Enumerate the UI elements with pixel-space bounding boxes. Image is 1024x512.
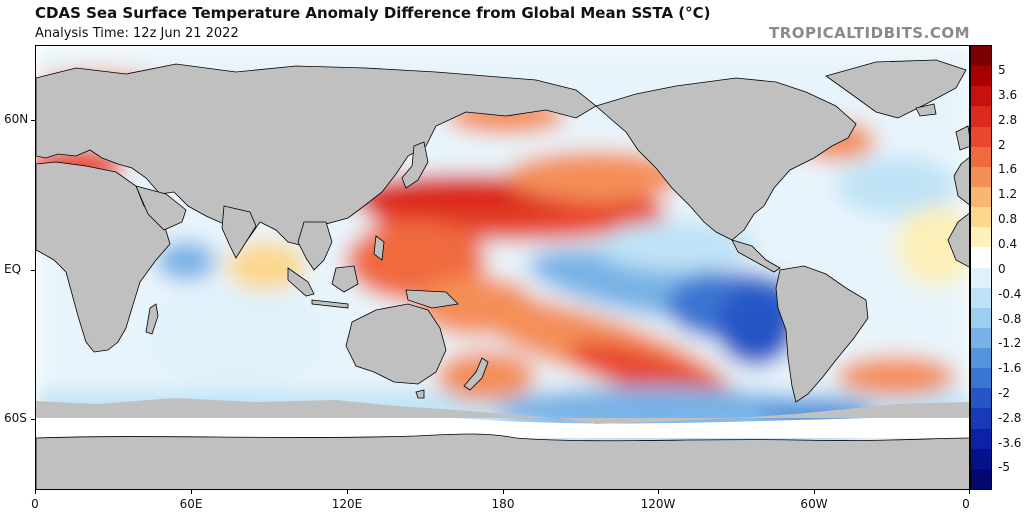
lon-tick — [969, 490, 970, 494]
africa — [36, 161, 171, 353]
lon-tick — [503, 490, 504, 494]
colorbar-label: -0.8 — [998, 312, 1022, 326]
colorbar-label: 2 — [998, 138, 1006, 152]
colorbar-label: -2 — [998, 386, 1010, 400]
lon-label-60e: 60E — [179, 497, 203, 511]
colorbar-segment — [971, 428, 991, 450]
colorbar-label: 1.2 — [998, 187, 1018, 201]
colorbar-segment — [971, 207, 991, 228]
colorbar-label: -2.8 — [998, 411, 1022, 425]
lon-tick — [814, 490, 815, 494]
colorbar-segment — [971, 106, 991, 128]
central-america — [731, 239, 781, 273]
arabia — [135, 185, 187, 231]
colorbar-segment — [971, 307, 991, 329]
lat-label-60n: 60N — [4, 112, 29, 126]
colorbar-segment — [971, 287, 991, 309]
colorbar-segment — [971, 86, 991, 107]
new-guinea — [405, 289, 459, 309]
watermark: TROPICALTIDBITS.COM — [769, 24, 970, 42]
java — [311, 299, 349, 309]
colorbar-segment — [971, 468, 991, 490]
india — [221, 205, 257, 259]
colorbar-label: -1.6 — [998, 361, 1022, 375]
colorbar-label: 5 — [998, 63, 1006, 77]
antarctica — [36, 433, 969, 489]
colorbar-label: -5 — [998, 460, 1010, 474]
colorbar-segment — [971, 247, 991, 268]
colorbar-label: -0.4 — [998, 287, 1022, 301]
africa-east-edge — [947, 213, 969, 268]
lon-tick — [347, 490, 348, 494]
iceland — [915, 103, 937, 117]
map-title: CDAS Sea Surface Temperature Anomaly Dif… — [35, 4, 711, 22]
north-america — [595, 77, 857, 241]
colorbar-segment — [971, 166, 991, 188]
colorbar-label: 0 — [998, 262, 1006, 276]
colorbar-segment — [971, 186, 991, 208]
lon-label-60w: 60W — [800, 497, 828, 511]
colorbar-label: 0.8 — [998, 212, 1018, 226]
colorbar-label: -1.2 — [998, 336, 1022, 350]
colorbar-label: 2.8 — [998, 113, 1018, 127]
borneo — [331, 265, 359, 293]
antarctic-ice-edge — [36, 398, 969, 424]
colorbar-segment — [971, 227, 991, 248]
colorbar-segment — [971, 448, 991, 470]
lat-tick-60s — [31, 419, 35, 420]
lon-tick — [658, 490, 659, 494]
colorbar-segment — [971, 348, 991, 369]
colorbar-segment — [971, 146, 991, 168]
colorbar-segment — [971, 46, 991, 67]
eurasia — [36, 63, 597, 253]
lon-label-180: 180 — [491, 497, 515, 511]
philippines — [373, 235, 385, 261]
lat-label-eq: EQ — [4, 262, 22, 276]
lon-label-120w: 120W — [640, 497, 676, 511]
colorbar-label: 0.4 — [998, 237, 1018, 251]
indochina — [297, 221, 333, 271]
australia — [345, 303, 447, 385]
lon-tick — [35, 490, 36, 494]
lat-tick-eq — [31, 270, 35, 271]
lat-label-60s: 60S — [4, 411, 27, 425]
sst-anomaly-map — [35, 45, 970, 490]
lon-label-0-left: 0 — [31, 497, 39, 511]
colorbar-label: -3.6 — [998, 436, 1022, 450]
colorbar — [970, 45, 992, 490]
colorbar-segment — [971, 408, 991, 430]
madagascar — [145, 303, 159, 335]
analysis-time: Analysis Time: 12z Jun 21 2022 — [35, 26, 239, 41]
colorbar-segment — [971, 368, 991, 389]
colorbar-segment — [971, 126, 991, 148]
greenland — [825, 59, 967, 119]
colorbar-segment — [971, 66, 991, 87]
colorbar-segment — [971, 327, 991, 349]
british-isles — [955, 125, 969, 151]
colorbar-segment — [971, 267, 991, 289]
colorbar-label: 1.6 — [998, 162, 1018, 176]
sumatra — [287, 267, 315, 297]
antarctic-sea-ice — [36, 414, 969, 438]
tasmania — [415, 389, 425, 399]
lon-label-120e: 120E — [331, 497, 363, 511]
colorbar-segment — [971, 388, 991, 409]
lon-tick — [191, 490, 192, 494]
lon-label-0-right: 0 — [962, 497, 970, 511]
lat-tick-60n — [31, 120, 35, 121]
colorbar-label: 3.6 — [998, 88, 1018, 102]
new-zealand — [463, 357, 489, 391]
japan — [401, 141, 429, 189]
land — [36, 59, 969, 489]
south-america — [775, 265, 869, 403]
map-canvas — [36, 46, 969, 489]
europe-east-edge — [953, 157, 969, 205]
